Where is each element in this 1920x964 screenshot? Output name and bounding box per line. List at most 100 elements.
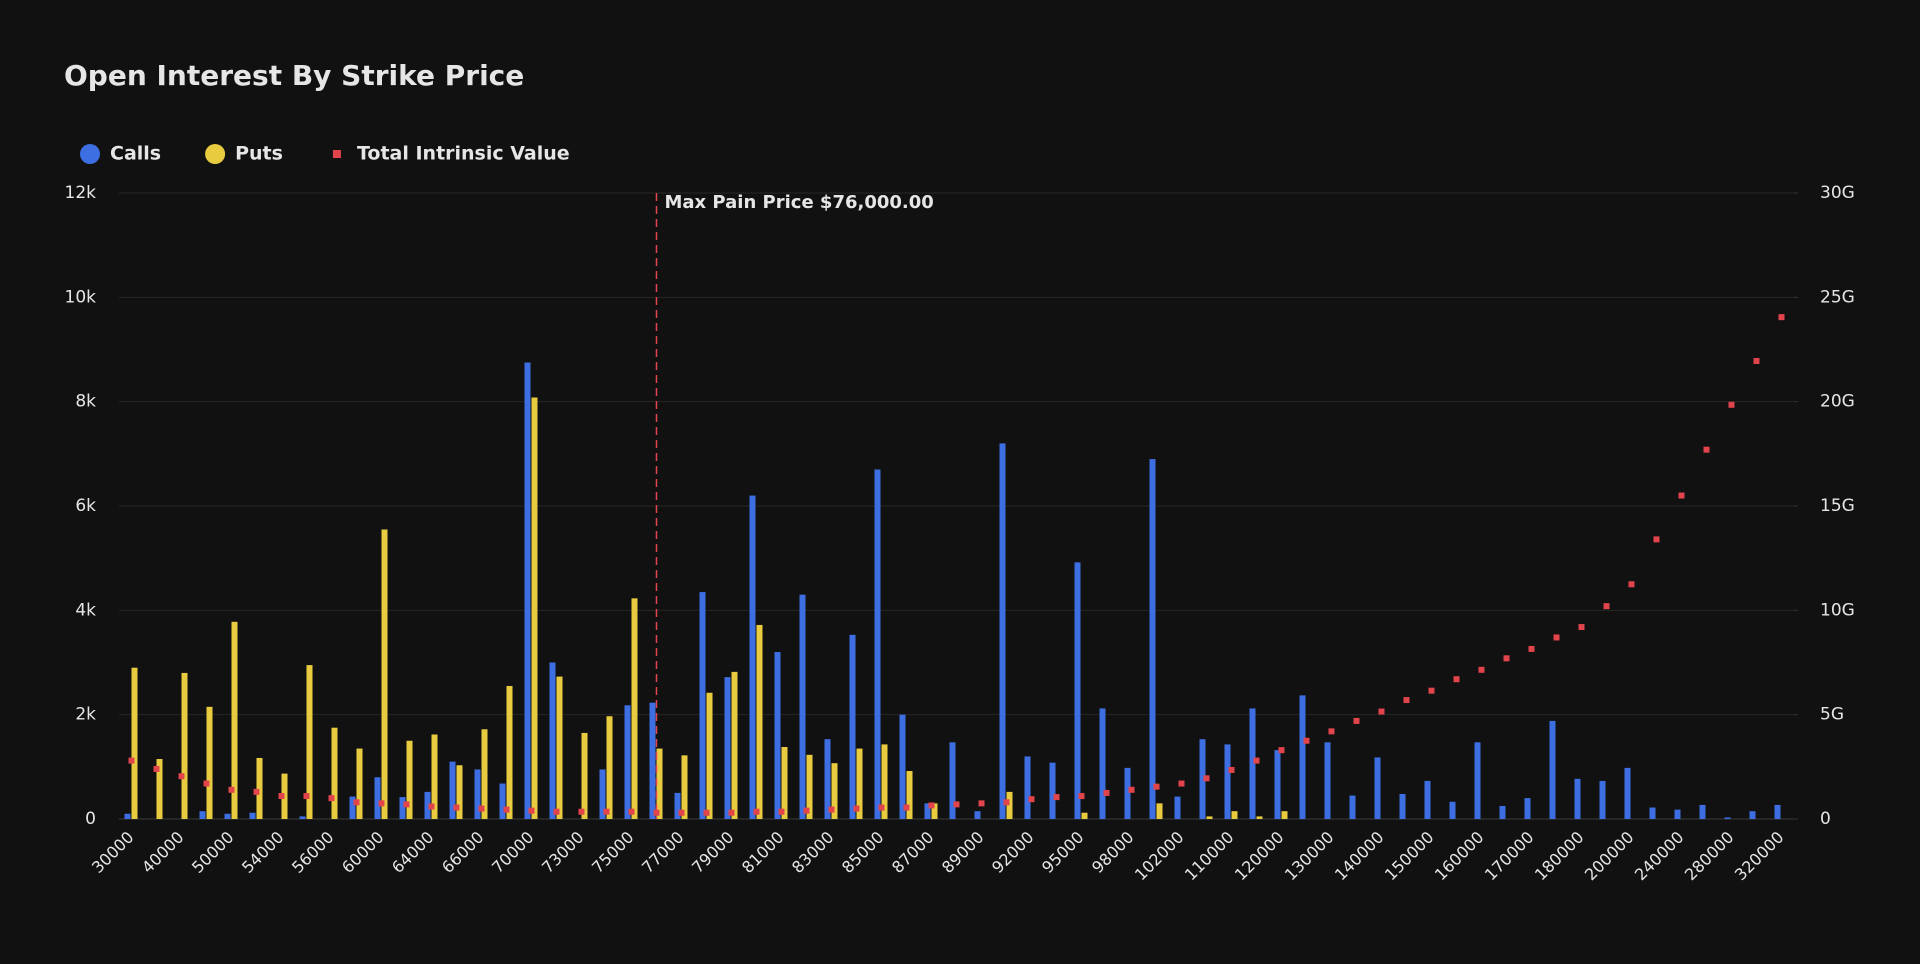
bar xyxy=(1399,793,1406,819)
scatter-point xyxy=(1353,717,1360,724)
scatter-point xyxy=(553,808,560,815)
bar xyxy=(881,744,888,819)
scatter-point xyxy=(878,804,885,811)
legend-item: Total Intrinsic Value xyxy=(332,143,570,165)
scatter-point xyxy=(1578,624,1585,631)
bar xyxy=(1149,459,1156,819)
y2-tick-label: 5G xyxy=(1820,705,1844,725)
scatter-point xyxy=(628,808,635,815)
scatter-point xyxy=(253,788,260,795)
bar xyxy=(756,624,763,819)
scatter-point xyxy=(1153,783,1160,790)
bar xyxy=(1081,812,1088,819)
bar xyxy=(656,748,663,819)
bar xyxy=(156,759,163,819)
bar xyxy=(774,652,781,819)
bar xyxy=(556,676,563,819)
legend-item: Calls xyxy=(80,143,161,165)
y-tick-label: 4k xyxy=(75,600,96,620)
y2-tick-label: 20G xyxy=(1820,392,1855,412)
bar xyxy=(681,755,688,819)
bar xyxy=(1524,798,1531,819)
bar xyxy=(531,397,538,819)
bar xyxy=(1699,804,1706,819)
bar xyxy=(581,732,588,819)
bar xyxy=(549,662,556,819)
bar xyxy=(1349,795,1356,819)
scatter-point xyxy=(478,805,485,812)
bar xyxy=(181,672,188,819)
bar xyxy=(1574,778,1581,819)
scatter-point xyxy=(303,793,310,800)
scatter-point xyxy=(853,805,860,812)
bar xyxy=(1424,780,1431,819)
bar xyxy=(399,797,406,819)
bar xyxy=(406,740,413,819)
legend-marker xyxy=(80,144,100,164)
bar xyxy=(974,811,981,819)
bar xyxy=(1224,744,1231,819)
bar xyxy=(749,495,756,819)
bar xyxy=(649,702,656,819)
bar xyxy=(949,742,956,819)
bar xyxy=(1249,708,1256,819)
y-tick-label: 2k xyxy=(75,705,96,725)
bar xyxy=(1006,791,1013,819)
bar xyxy=(1156,803,1163,819)
bar xyxy=(256,757,263,819)
scatter-point xyxy=(1253,757,1260,764)
scatter-point xyxy=(1128,786,1135,793)
scatter-point xyxy=(1203,775,1210,782)
legend-label: Calls xyxy=(110,143,161,165)
bar xyxy=(206,706,213,819)
bar xyxy=(1274,750,1281,819)
bar xyxy=(599,769,606,819)
scatter-point xyxy=(1478,666,1485,673)
scatter-point xyxy=(1678,492,1685,499)
bar xyxy=(381,529,388,819)
y2-tick-label: 30G xyxy=(1820,183,1855,203)
scatter-point xyxy=(1453,676,1460,683)
bar xyxy=(1199,739,1206,819)
scatter-point xyxy=(428,803,435,810)
bar xyxy=(856,748,863,819)
scatter-point xyxy=(928,802,935,809)
scatter-point xyxy=(1428,687,1435,694)
annotation-label: Max Pain Price $76,000.00 xyxy=(665,192,934,213)
legend-marker xyxy=(332,150,341,158)
scatter-point xyxy=(1503,655,1510,662)
scatter-point xyxy=(1228,766,1235,773)
y-tick-label: 10k xyxy=(65,287,97,307)
bar xyxy=(624,705,631,819)
scatter-point xyxy=(228,786,235,793)
y-tick-label: 8k xyxy=(75,392,96,412)
scatter-point xyxy=(1553,634,1560,641)
scatter-point xyxy=(578,808,585,815)
legend-label: Puts xyxy=(235,143,283,165)
bar xyxy=(374,777,381,819)
bar xyxy=(706,692,713,819)
bar xyxy=(1449,801,1456,819)
scatter-point xyxy=(653,809,660,816)
y-tick-label: 6k xyxy=(75,496,96,516)
scatter-point xyxy=(1278,747,1285,754)
bar xyxy=(1774,804,1781,819)
y2-tick-label: 15G xyxy=(1820,496,1855,516)
bar xyxy=(1674,809,1681,819)
scatter-point xyxy=(353,799,360,806)
bar xyxy=(474,769,481,819)
bar xyxy=(1474,742,1481,819)
legend-label: Total Intrinsic Value xyxy=(357,143,570,165)
bar xyxy=(1049,762,1056,819)
bar xyxy=(899,714,906,819)
bar xyxy=(224,813,231,819)
bar xyxy=(449,761,456,819)
scatter-point xyxy=(1303,737,1310,744)
scatter-point xyxy=(1078,793,1085,800)
bar xyxy=(606,716,613,819)
bar xyxy=(831,763,838,819)
bar xyxy=(1749,811,1756,819)
legend-item: Puts xyxy=(205,143,283,165)
scatter-point xyxy=(1328,728,1335,735)
